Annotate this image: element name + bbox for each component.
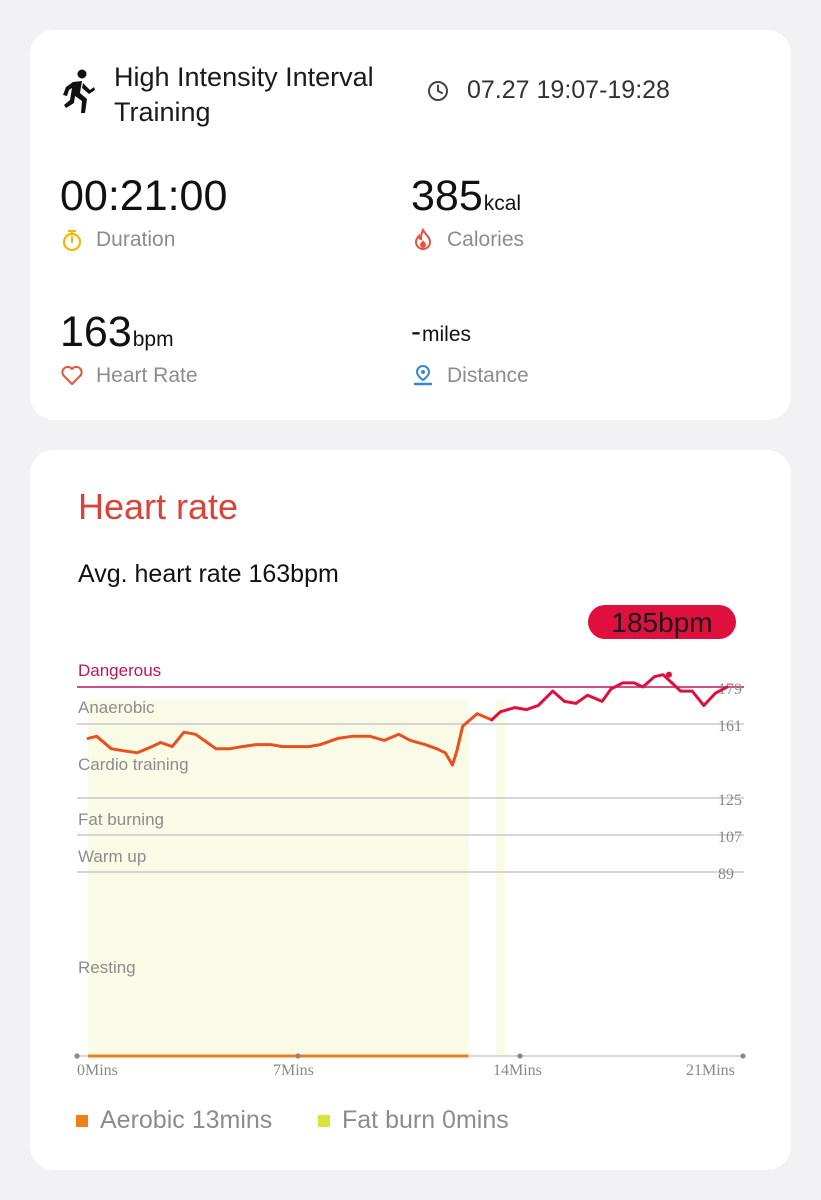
- duration-value: 00:21:00: [60, 172, 228, 220]
- x-tick-label-1: 7Mins: [273, 1062, 314, 1079]
- x-axis-dot-3: [740, 1053, 746, 1059]
- heart-rate-chart: 179 Dangerous 161 Anaerobic 125 Cardio traini…: [74, 605, 746, 1079]
- aerobic-swatch: [76, 1114, 88, 1127]
- zone-tick-anaerobic: 161: [718, 718, 742, 735]
- calories-value: 385: [411, 172, 483, 220]
- distance-value: -: [411, 315, 421, 348]
- metric-calories: 385 kcal Calories: [411, 172, 524, 252]
- workout-title-row: High Intensity Interval Training: [60, 60, 374, 130]
- calories-unit: kcal: [483, 192, 522, 215]
- metric-duration: 00:21:00 Duration: [60, 172, 227, 252]
- heart-rate-label: Heart Rate: [96, 364, 198, 387]
- x-axis-dot-0: [74, 1053, 80, 1059]
- x-tick-label-2: 14Mins: [493, 1062, 542, 1079]
- legend-aerobic: Aerobic 13mins: [76, 1106, 272, 1135]
- heart-rate-line-orange: [86, 712, 494, 767]
- zone-label-cardio-training: Cardio training: [78, 755, 189, 774]
- workout-name: High Intensity Interval Training: [114, 62, 374, 127]
- flame-icon: [414, 228, 432, 250]
- legend-fat-burn-label: Fat burn 0mins: [342, 1106, 509, 1134]
- average-heart-rate: Avg. heart rate 163bpm: [78, 560, 339, 588]
- peak-label: 185bpm: [611, 607, 712, 638]
- zone-tick-dangerous: 179: [718, 681, 742, 698]
- zone-label-dangerous: Dangerous: [78, 661, 161, 680]
- heart-rate-title: Heart rate: [78, 486, 239, 527]
- duration-label: Duration: [96, 228, 176, 251]
- peak-bubble: [588, 605, 736, 639]
- heart-rate-value: 163: [60, 308, 132, 356]
- stopwatch-icon: [62, 229, 82, 252]
- workout-time-range: 07.27 19:07-19:28: [467, 76, 670, 104]
- metric-heart-rate: 163 bpm Heart Rate: [60, 308, 198, 388]
- zone-tick-cardio-training: 125: [718, 792, 742, 809]
- heart-rate-line-red: [490, 673, 729, 722]
- zone-label-fat-burning: Fat burning: [78, 810, 164, 829]
- x-tick-label-3: 21Mins: [686, 1062, 735, 1079]
- heart-icon: [61, 365, 83, 385]
- workout-summary-card: High Intensity Interval Training 07.27 1…: [30, 30, 791, 420]
- aerobic-zone-area: [88, 700, 469, 1056]
- distance-unit: miles: [422, 323, 472, 346]
- legend-fat-burn: Fat burn 0mins: [318, 1106, 509, 1135]
- calories-label: Calories: [447, 228, 525, 251]
- distance-label: Distance: [447, 364, 529, 387]
- metric-distance: - miles Distance: [411, 308, 529, 388]
- location-pin-icon: [413, 364, 433, 386]
- zone-tick-fat-burning: 107: [718, 829, 742, 846]
- x-tick-label-0: 0Mins: [77, 1062, 118, 1079]
- x-axis-dot-2: [517, 1053, 523, 1059]
- running-icon: [63, 69, 95, 113]
- zone-label-resting: Resting: [78, 958, 136, 977]
- heart-rate-unit: bpm: [132, 328, 174, 351]
- heart-rate-card: Heart rate Avg. heart rate 163bpm 179 Dan…: [30, 450, 791, 1170]
- x-axis-dot-1: [295, 1053, 301, 1059]
- fat-burn-swatch: [318, 1114, 330, 1127]
- zone-label-warm-up: Warm up: [78, 847, 146, 866]
- workout-time-row: 07.27 19:07-19:28: [427, 76, 670, 105]
- zone-label-anaerobic: Anaerobic: [78, 698, 155, 717]
- clock-icon: [428, 80, 448, 101]
- fat-burn-zone-area: [496, 700, 505, 1056]
- legend-aerobic-label: Aerobic 13mins: [100, 1106, 273, 1134]
- zone-tick-warm-up: 89: [718, 866, 734, 883]
- peak-dot: [665, 671, 672, 678]
